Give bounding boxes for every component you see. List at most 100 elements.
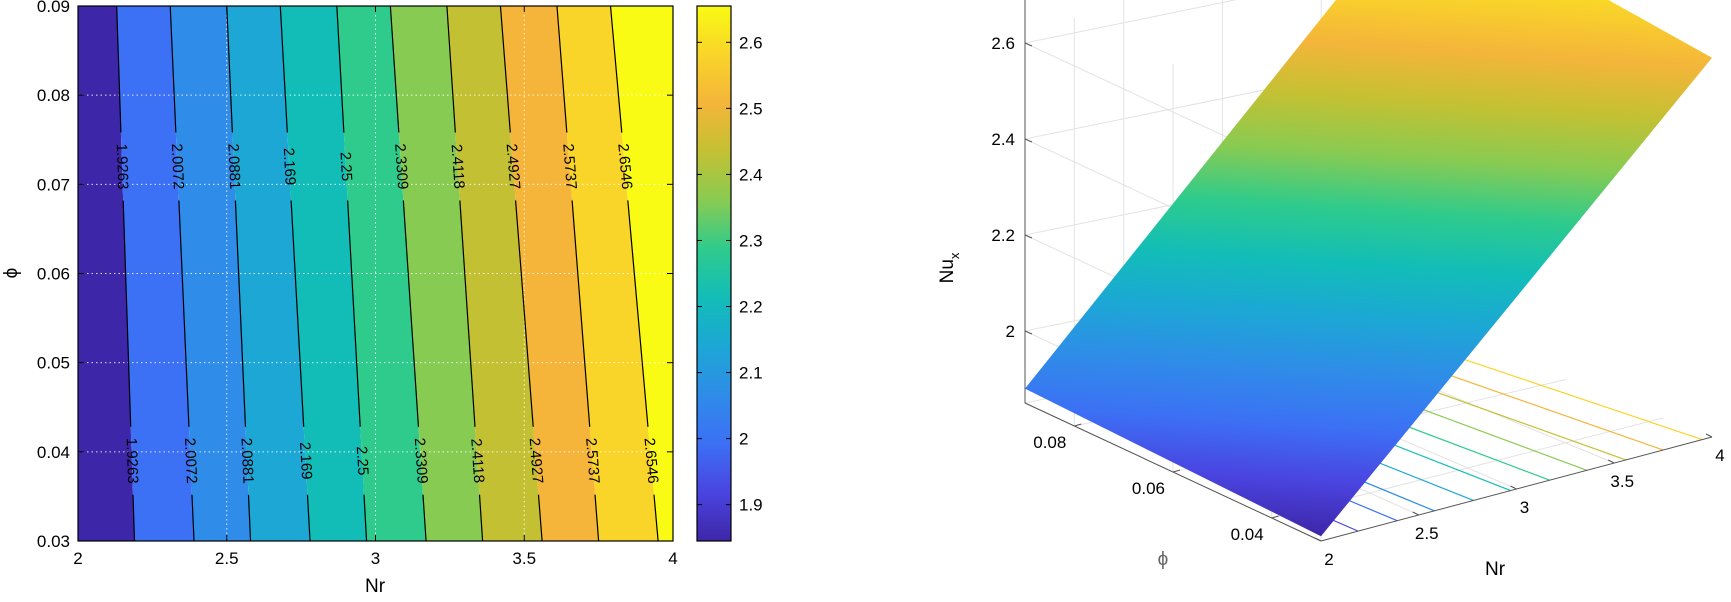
z-tick-mark [1024, 234, 1033, 239]
z-tick-label: 2.2 [991, 226, 1015, 245]
contour-label: 2.25 [353, 446, 372, 476]
contour-line [306, 494, 311, 542]
contour-line [422, 494, 427, 542]
contour-label: 2.5737 [559, 143, 580, 190]
y-tick-label: 0.07 [37, 175, 70, 194]
contour-band [446, 6, 543, 541]
contour-line [653, 494, 659, 542]
x-tick-label: 2 [73, 549, 82, 568]
contour-y-ticks: 0.03 0.04 0.05 0.06 0.07 0.08 0.09 [37, 0, 673, 551]
contour-label: 2.6546 [614, 143, 635, 190]
surface-phi-ticks: 0.04 0.06 0.08 [1033, 423, 1279, 544]
contour-lines [116, 5, 659, 542]
surface [1025, 0, 1712, 537]
contour-label: 2.3309 [411, 437, 431, 484]
surface-nr-ticks: 2 2.5 3 3.5 4 [1314, 433, 1725, 569]
contour-label: 2.4927 [503, 143, 524, 190]
contour-band [390, 6, 483, 541]
y-tick-label: 0.05 [37, 354, 70, 373]
colorbar-ticks: 1.9 2 2.1 2.2 2.3 2.4 2.5 2.6 [697, 33, 763, 515]
nr-tick-mark [1412, 511, 1419, 516]
contour-line [446, 5, 456, 133]
contour-line [459, 200, 476, 427]
contour-y-label: ϕ [1, 268, 22, 279]
colorbar-tick-label: 2.6 [739, 33, 763, 52]
contour-line [389, 5, 400, 133]
contour-line [336, 5, 345, 133]
contour-line [363, 494, 368, 542]
contour-x-label: Nr [365, 576, 386, 597]
contour-line [290, 200, 305, 427]
nr-tick-mark [1314, 537, 1322, 542]
contour-line [191, 494, 195, 542]
contour-band [280, 6, 367, 541]
contour-line [609, 5, 623, 133]
contour-label: 2.25 [336, 151, 355, 181]
surface-nr-label: Nr [1485, 559, 1506, 580]
nr-tick-mark [1510, 485, 1517, 490]
contour-label: 1.9263 [113, 143, 132, 189]
contour-line [247, 494, 252, 542]
contour-line [556, 5, 568, 133]
contour-label: 2.0072 [168, 143, 187, 190]
nr-tick-label: 3 [1520, 498, 1529, 517]
colorbar-tick-label: 2.5 [739, 99, 763, 118]
contour-band [500, 6, 599, 541]
contour-label: 2.4118 [448, 144, 468, 190]
x-tick-label: 3.5 [512, 549, 536, 568]
nr-tick-mark [1608, 459, 1615, 464]
z-tick-mark [1024, 42, 1033, 47]
contour-x-ticks: 2 2.5 3 3.5 4 [73, 6, 678, 568]
z-tick-label: 2.6 [991, 34, 1015, 53]
contour-panel: 1.9263 1.9263 2.0072 2.0072 2.0881 2.0881 2.16… [1, 0, 678, 597]
contour-line [402, 200, 420, 427]
contour-grid [78, 6, 673, 541]
phi-tick-mark [1271, 515, 1279, 519]
contour-band [78, 6, 135, 541]
colorbar-tick-label: 2.3 [739, 231, 763, 250]
nr-tick-label: 4 [1715, 446, 1724, 465]
y-tick-label: 0.08 [37, 86, 70, 105]
x-tick-label: 4 [668, 549, 677, 568]
contour-label: 2.3309 [391, 143, 411, 190]
x-tick-label: 2.5 [215, 549, 239, 568]
contour-line [132, 494, 136, 542]
contour-line [122, 200, 132, 427]
contour-label: 2.6546 [640, 437, 661, 484]
surface-z-ticks: 2 2.2 2.4 2.6 [991, 34, 1033, 341]
colorbar-tick-label: 2.2 [739, 298, 763, 317]
colorbar: 1.9 2 2.1 2.2 2.3 2.4 2.5 2.6 [696, 5, 763, 542]
contour-labels: 1.9263 1.9263 2.0072 2.0072 2.0881 2.0881 2.16… [113, 143, 662, 484]
contour-label: 2.169 [296, 442, 315, 480]
contour-line [571, 200, 591, 427]
contour-line [178, 200, 190, 427]
contour-line [537, 494, 543, 542]
surface-panel: 22.22.42.6 0.040.060.08 22.533.54 Nux ϕ … [937, 0, 1725, 580]
colorbar-tick-label: 1.9 [739, 496, 763, 515]
contour-line [169, 5, 177, 133]
contour-band [556, 6, 659, 541]
phi-tick-label: 0.06 [1132, 479, 1165, 498]
phi-tick-mark [1172, 469, 1181, 473]
y-tick-label: 0.09 [37, 0, 70, 16]
colorbar-tick-label: 2.4 [739, 165, 763, 184]
contour-line [499, 5, 511, 133]
nr-tick-label: 3.5 [1610, 472, 1634, 491]
contour-line [279, 5, 288, 133]
contour-line [594, 494, 600, 542]
contour-line [347, 200, 361, 427]
y-tick-label: 0.06 [37, 265, 70, 284]
colorbar-tick-label: 2 [739, 430, 748, 449]
contour-label: 2.5737 [582, 437, 603, 484]
z-tick-label: 2 [1006, 322, 1015, 341]
nr-tick-label: 2.5 [1415, 524, 1439, 543]
contour-line [116, 5, 122, 133]
surface-z-label: Nux [937, 252, 962, 283]
contour-label: 2.169 [280, 147, 299, 185]
y-tick-label: 0.04 [37, 443, 70, 462]
phi-tick-label: 0.04 [1231, 525, 1264, 544]
contour-label: 2.4118 [467, 438, 487, 484]
contour-band [170, 6, 251, 541]
z-tick-mark [1024, 330, 1033, 335]
